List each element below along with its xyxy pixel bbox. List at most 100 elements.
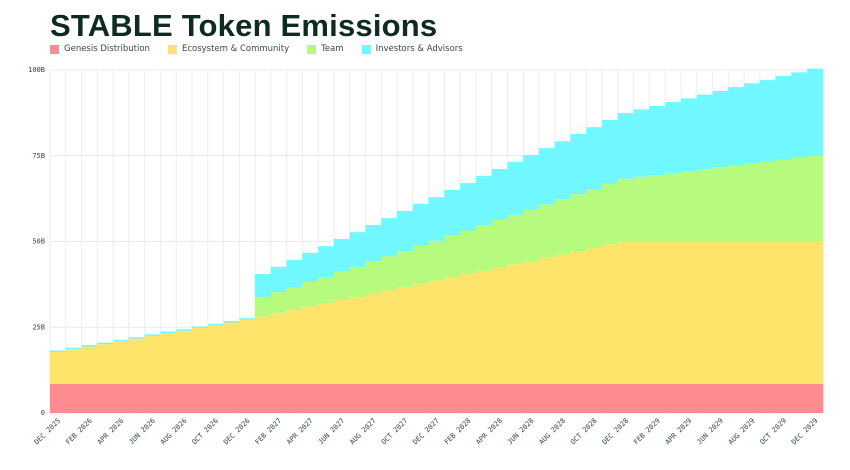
x-tick-label: FEB 2027: [254, 417, 283, 446]
bar-team: [586, 189, 603, 249]
bar-ecosystem: [381, 290, 398, 384]
bar-team: [728, 165, 745, 242]
bar-ecosystem: [791, 241, 808, 384]
bar-investors: [428, 198, 445, 241]
bar-investors: [333, 240, 351, 272]
bar-investors: [728, 88, 745, 166]
bar-team: [286, 287, 303, 311]
bar-ecosystem: [523, 261, 540, 384]
bar-investors: [270, 268, 288, 293]
bar-ecosystem: [412, 283, 430, 384]
x-tick-label: APR 2028: [475, 417, 504, 446]
bar-ecosystem: [428, 280, 445, 384]
bar-genesis: [523, 383, 540, 413]
bar-ecosystem: [602, 244, 619, 384]
bar-team: [649, 174, 666, 242]
legend-swatch: [361, 44, 371, 54]
bar-ecosystem: [302, 306, 319, 384]
bar-genesis: [696, 383, 713, 413]
bar-genesis: [586, 383, 603, 413]
bar-genesis: [649, 383, 666, 413]
bar-ecosystem: [113, 341, 130, 384]
bar-ecosystem: [176, 330, 193, 384]
bar-team: [681, 171, 698, 242]
bar-ecosystem: [128, 338, 146, 384]
y-tick-label: 0: [41, 409, 45, 417]
bar-genesis: [444, 383, 461, 413]
bar-genesis: [160, 383, 177, 413]
bar-investors: [681, 99, 698, 172]
bar-team: [428, 240, 445, 281]
bar-investors: [807, 70, 824, 156]
bar-team: [539, 204, 556, 258]
bar-investors: [633, 110, 650, 177]
x-tick-label: APR 2029: [664, 417, 693, 446]
bar-genesis: [570, 383, 587, 413]
bar-genesis: [144, 383, 161, 413]
bar-investors: [554, 142, 571, 200]
bar-ecosystem: [144, 335, 161, 384]
bar-investors: [744, 84, 761, 164]
bar-genesis: [491, 383, 508, 413]
bar-team: [365, 261, 382, 294]
bar-team: [412, 245, 430, 284]
bar-genesis: [397, 383, 414, 413]
bar-genesis: [65, 383, 82, 413]
x-tick-label: FEB 2028: [443, 417, 472, 446]
bar-ecosystem: [270, 313, 288, 384]
x-tick-label: AUG 2029: [727, 417, 756, 446]
bar-genesis: [775, 383, 792, 413]
legend-label: Investors & Advisors: [375, 44, 463, 54]
legend-swatch: [307, 44, 317, 54]
bar-genesis: [255, 383, 272, 413]
bar-ecosystem: [365, 293, 382, 384]
bar-ecosystem: [554, 254, 571, 384]
bar-team: [759, 161, 777, 242]
x-tick-label: APR 2027: [285, 417, 314, 446]
bar-genesis: [539, 383, 556, 413]
legend-item-ecosystem[interactable]: Ecosystem & Community: [167, 44, 290, 54]
x-tick-label: OCT 2029: [758, 417, 787, 446]
bar-team: [381, 256, 398, 291]
bar-ecosystem: [191, 327, 209, 384]
bar-genesis: [223, 383, 240, 413]
bar-genesis: [318, 383, 335, 413]
legend-item-genesis[interactable]: Genesis Distribution: [50, 44, 150, 54]
x-tick-label: JUN 2027: [317, 417, 346, 446]
bar-investors: [759, 81, 777, 162]
legend-item-team[interactable]: Team: [307, 44, 344, 54]
bar-genesis: [412, 383, 430, 413]
bar-genesis: [475, 383, 493, 413]
bar-team: [570, 194, 587, 252]
bar-investors: [318, 247, 335, 278]
bar-ecosystem: [681, 241, 698, 384]
chart-title: STABLE Token Emissions: [50, 8, 438, 43]
legend-label: Genesis Distribution: [64, 44, 150, 54]
bar-genesis: [207, 383, 224, 413]
bar-ecosystem: [349, 297, 366, 384]
bar-investors: [444, 191, 461, 236]
y-tick-label: 100B: [28, 66, 45, 74]
legend-item-investors[interactable]: Investors & Advisors: [361, 44, 463, 54]
bar-genesis: [744, 383, 761, 413]
bar-genesis: [270, 383, 288, 413]
bar-investors: [381, 219, 398, 257]
bar-team: [507, 214, 524, 265]
x-tick-label: OCT 2026: [191, 417, 220, 446]
bar-genesis: [349, 383, 366, 413]
legend-label: Ecosystem & Community: [181, 44, 290, 54]
x-tick-label: AUG 2026: [159, 417, 188, 446]
bar-investors: [302, 254, 319, 282]
bar-investors: [649, 107, 666, 175]
bar-ecosystem: [696, 241, 713, 384]
x-tick-label: AUG 2028: [538, 417, 567, 446]
bar-team: [523, 209, 540, 262]
bar-ecosystem: [223, 322, 240, 384]
bar-genesis: [759, 383, 777, 413]
x-tick-label: OCT 2027: [380, 417, 409, 446]
legend-swatch: [167, 44, 177, 54]
bar-investors: [460, 184, 477, 231]
bar-investors: [349, 233, 366, 267]
bar-investors: [412, 205, 430, 246]
bar-genesis: [128, 383, 146, 413]
